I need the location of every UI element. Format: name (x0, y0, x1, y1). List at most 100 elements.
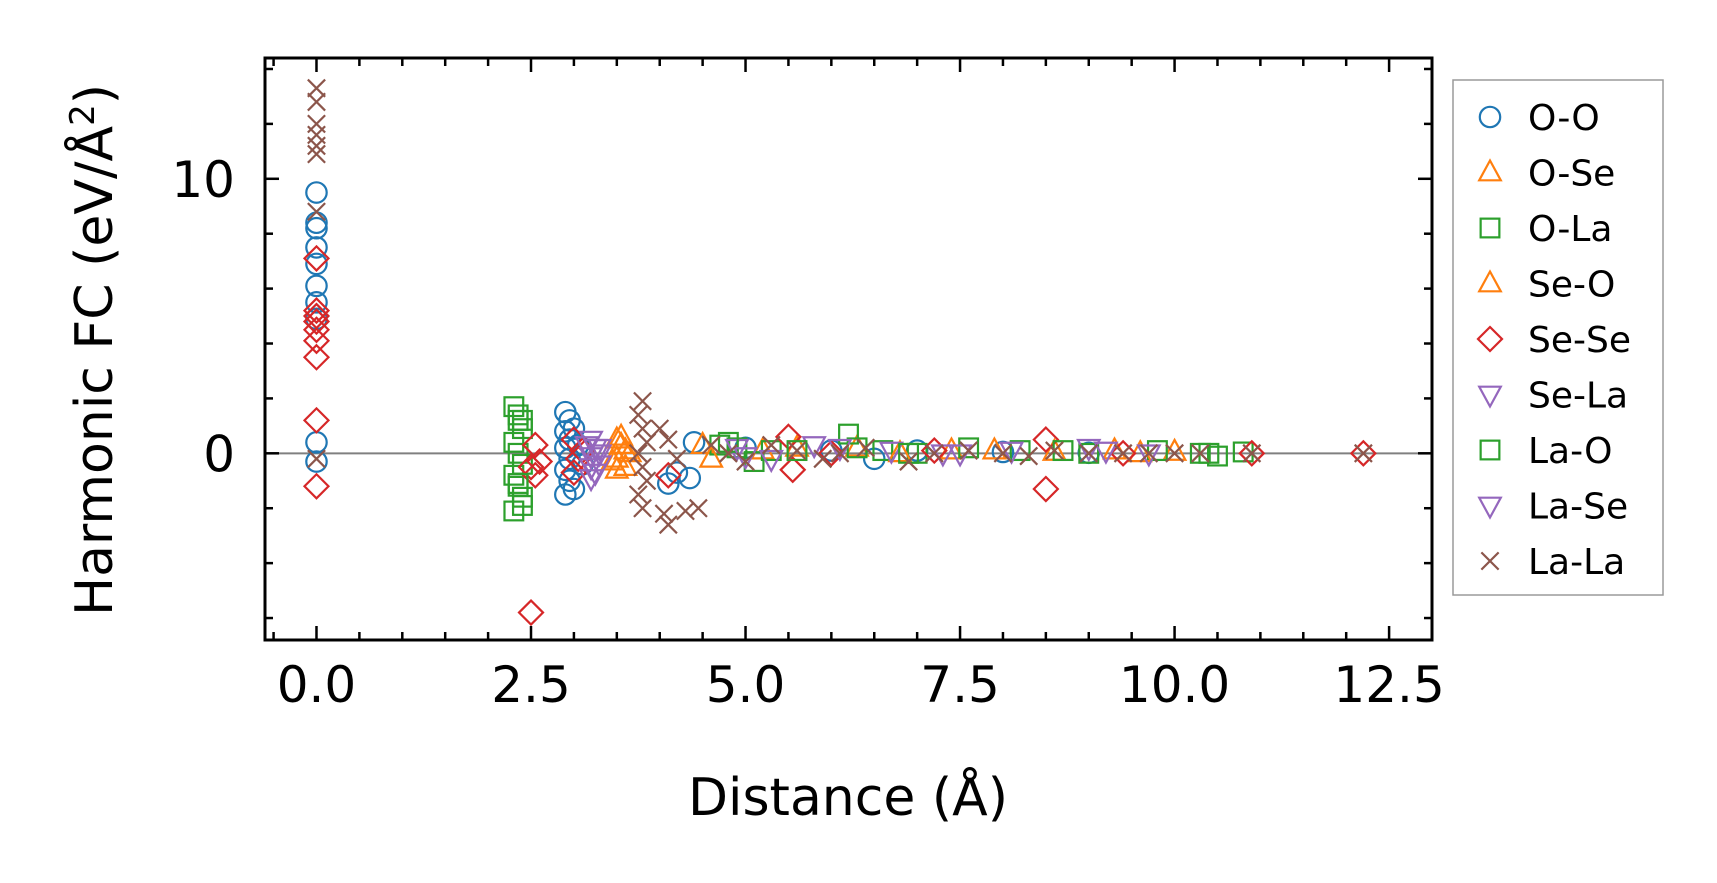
data-point (856, 438, 876, 458)
data-point (817, 439, 845, 467)
data-point (761, 435, 781, 455)
data-point (899, 452, 918, 471)
data-point (305, 291, 328, 314)
data-point (587, 444, 613, 468)
data-point (633, 457, 652, 477)
legend-entry: La-La (1480, 542, 1625, 583)
data-points-layer (302, 78, 1377, 627)
series-La-La (307, 78, 1373, 535)
y-tick-label: 10 (171, 151, 235, 209)
data-point (554, 483, 577, 506)
series-La-O (507, 409, 1220, 494)
data-point (678, 466, 702, 490)
legend-entry: Se-Se (1476, 320, 1631, 361)
legend-label: Se-O (1528, 265, 1615, 306)
data-point (587, 438, 613, 463)
data-point (1136, 444, 1162, 468)
legend-entry: La-O (1479, 431, 1612, 472)
legend-marker (1479, 217, 1501, 239)
data-point (878, 441, 905, 465)
legend-entry: O-O (1478, 98, 1600, 139)
data-point (305, 236, 328, 259)
data-point (302, 343, 331, 371)
data-point (665, 461, 689, 484)
data-point (578, 469, 604, 493)
data-point (787, 441, 807, 460)
data-point (1032, 475, 1060, 503)
data-point (718, 443, 738, 463)
data-point (717, 431, 739, 453)
data-point (521, 461, 549, 489)
x-tick-label: 5.0 (706, 656, 786, 714)
data-point (779, 456, 807, 484)
data-point (654, 461, 682, 489)
data-point (958, 437, 980, 459)
data-point (560, 458, 588, 487)
data-point (604, 455, 630, 479)
data-point (503, 431, 525, 453)
x-tick-label: 12.5 (1333, 656, 1444, 714)
data-point (305, 450, 328, 473)
data-point (701, 435, 721, 455)
data-point (1353, 443, 1373, 463)
legend-marker (1476, 325, 1504, 353)
data-point (688, 498, 708, 518)
data-point (998, 441, 1025, 465)
data-point (981, 436, 1008, 460)
data-point (307, 144, 326, 164)
data-point (511, 495, 533, 516)
data-point (827, 438, 853, 463)
legend-label: La-Se (1528, 487, 1628, 528)
data-point (1093, 441, 1119, 465)
y-axis-label-superscript: 2 (63, 104, 103, 126)
x-tick-label: 2.5 (491, 656, 571, 714)
data-point (1190, 443, 1210, 463)
data-point (507, 404, 529, 426)
data-point (307, 202, 326, 222)
legend-label: O-La (1528, 209, 1612, 250)
y-axis-label: Harmonic FC (eV/Å2) (63, 84, 125, 616)
y-axis-label-main: Harmonic FC (eV/Å (63, 125, 125, 616)
data-point (305, 274, 328, 298)
legend-label: O-Se (1528, 154, 1615, 195)
data-point (302, 406, 331, 434)
data-point (1165, 443, 1184, 463)
data-point (554, 458, 577, 482)
legend-marker (1479, 439, 1501, 461)
data-point (938, 436, 965, 460)
data-point (526, 448, 554, 476)
x-axis-label: Distance (Å) (688, 766, 1008, 828)
data-point (633, 391, 652, 411)
data-point (786, 440, 808, 462)
legend-entry: Se-O (1477, 265, 1615, 306)
data-point (813, 449, 833, 469)
data-point (801, 436, 827, 460)
data-point (582, 463, 609, 487)
legend-entry: O-La (1479, 209, 1612, 250)
data-point (302, 316, 331, 344)
data-point (959, 441, 979, 460)
series-Se-La (574, 430, 1162, 493)
data-point (993, 443, 1013, 463)
y-tick-label: 0 (203, 425, 235, 483)
data-point (758, 449, 784, 474)
legend: O-O O-Se O-La Se-O Se-Se Se-La La-O La-Se La-La (1452, 79, 1664, 596)
data-point (507, 473, 529, 494)
data-point (302, 307, 331, 336)
legend-label: La-O (1528, 431, 1612, 472)
data-point (305, 216, 328, 240)
data-point (1242, 443, 1262, 463)
data-point (562, 417, 586, 440)
y-axis-label-close: ) (65, 84, 125, 104)
data-point (658, 515, 678, 535)
data-point (1109, 439, 1137, 467)
data-point (302, 244, 331, 272)
data-point (1009, 440, 1031, 462)
x-tick-label: 7.5 (920, 656, 1000, 714)
tick-labels-layer: 0.0 2.5 5.0 7.5 10.0 12.5 0 10 (171, 151, 1444, 714)
data-point (1079, 443, 1099, 463)
data-point (511, 409, 533, 431)
data-point (654, 504, 674, 524)
legend-entry: O-Se (1477, 154, 1615, 195)
data-point (633, 498, 652, 518)
